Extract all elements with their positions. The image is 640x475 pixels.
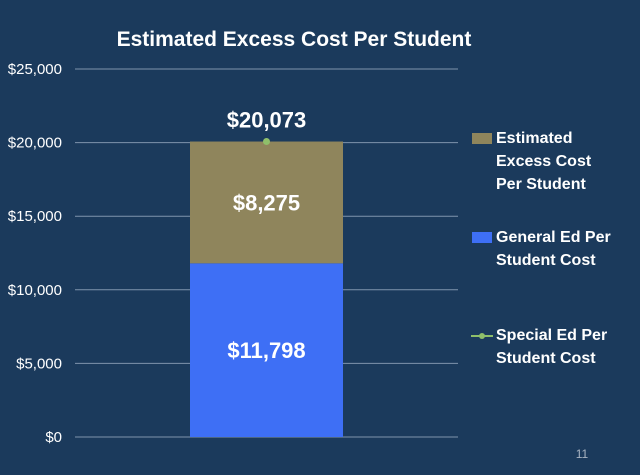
y-tick-label: $20,000 bbox=[8, 135, 62, 152]
bar-segment-general-ed bbox=[190, 263, 343, 437]
bar-segment-excess-cost bbox=[190, 141, 343, 264]
legend-label: Student Cost bbox=[496, 350, 596, 367]
data-labels: $11,798 $8,275 $20,073 bbox=[227, 108, 307, 364]
y-tick-label: $10,000 bbox=[8, 282, 62, 299]
legend-item: General Ed Per Student Cost bbox=[472, 229, 611, 269]
legend-item: Estimated Excess Cost Per Student bbox=[472, 130, 592, 193]
legend-label: General Ed Per bbox=[496, 229, 611, 246]
legend-swatch bbox=[472, 232, 492, 243]
bars bbox=[190, 138, 343, 437]
y-tick-label: $5,000 bbox=[16, 355, 62, 372]
special-ed-value-label: $20,073 bbox=[227, 108, 307, 133]
legend-item: Special Ed Per Student Cost bbox=[471, 327, 607, 367]
y-tick-label: $25,000 bbox=[8, 61, 62, 78]
bar-value-label: $11,798 bbox=[227, 338, 305, 363]
y-axis-ticks: $0 $5,000 $10,000 $15,000 $20,000 $25,000 bbox=[8, 61, 62, 446]
legend-swatch bbox=[472, 133, 492, 144]
legend: Estimated Excess Cost Per Student General E… bbox=[471, 130, 611, 367]
page-number: 11 bbox=[576, 447, 589, 461]
legend-label: Estimated bbox=[496, 130, 572, 147]
y-tick-label: $0 bbox=[45, 429, 62, 446]
legend-label: Excess Cost bbox=[496, 153, 592, 170]
legend-label: Per Student bbox=[496, 176, 586, 193]
special-ed-point bbox=[263, 138, 270, 146]
legend-label: Student Cost bbox=[496, 252, 596, 269]
y-tick-label: $15,000 bbox=[8, 208, 62, 225]
bar-value-label: $8,275 bbox=[233, 190, 300, 215]
legend-marker bbox=[479, 333, 485, 339]
legend-label: Special Ed Per bbox=[496, 327, 607, 344]
chart-title: Estimated Excess Cost Per Student bbox=[117, 28, 472, 51]
